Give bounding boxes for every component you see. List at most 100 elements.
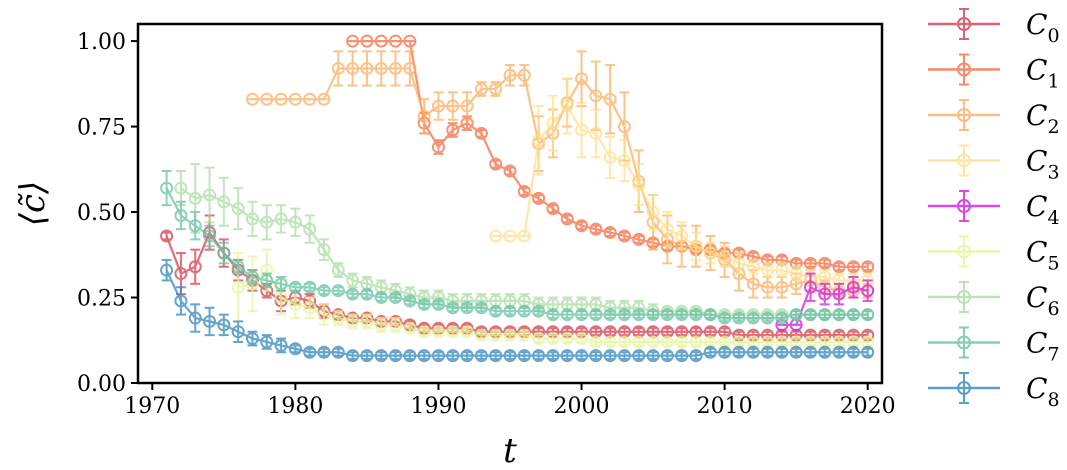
data-point [632, 349, 646, 363]
data-point [632, 335, 646, 349]
data-point [846, 308, 860, 322]
data-point [861, 308, 875, 322]
data-point [389, 61, 403, 75]
data-point [160, 263, 174, 277]
data-point [460, 349, 474, 363]
data-point [346, 287, 360, 301]
data-point [560, 212, 574, 226]
data-point [474, 328, 488, 342]
data-point [288, 92, 302, 106]
data-point [746, 260, 760, 274]
data-point [474, 349, 488, 363]
data-point [575, 308, 589, 322]
data-point [489, 157, 503, 171]
data-point [861, 345, 875, 359]
data-point [360, 34, 374, 48]
data-point [818, 270, 832, 284]
data-point [460, 325, 474, 339]
data-point [589, 349, 603, 363]
legend-item-C8 [928, 372, 1000, 404]
data-point [546, 349, 560, 363]
data-point [317, 284, 331, 298]
data-point [803, 345, 817, 359]
legend-label: C7 [1026, 327, 1060, 366]
data-point [675, 335, 689, 349]
data-point [160, 181, 174, 195]
data-point [703, 345, 717, 359]
x-tick-label: 1990 [410, 394, 466, 419]
data-point [761, 280, 775, 294]
data-point [675, 308, 689, 322]
data-point [546, 116, 560, 130]
data-point [818, 308, 832, 322]
data-point [761, 263, 775, 277]
legend-item-C7 [928, 326, 1000, 359]
data-point [789, 308, 803, 322]
data-point [789, 345, 803, 359]
data-point [589, 222, 603, 236]
data-point [775, 263, 789, 277]
data-point [660, 308, 674, 322]
data-point [331, 263, 345, 277]
data-point [832, 260, 846, 274]
data-point [818, 256, 832, 270]
data-point [174, 181, 188, 195]
legend-marker [957, 62, 971, 77]
x-tick-label: 1970 [124, 394, 180, 419]
data-point [346, 273, 360, 287]
data-point [560, 349, 574, 363]
series-line [165, 187, 868, 320]
x-tick-label: 2000 [554, 394, 610, 419]
data-point [174, 208, 188, 222]
y-tick-label: 0.50 [77, 201, 126, 226]
legend-marker [957, 381, 971, 395]
data-point [317, 345, 331, 359]
data-point [489, 328, 503, 342]
data-point [589, 308, 603, 322]
series-C4 [775, 272, 875, 332]
data-point [446, 99, 460, 113]
data-point [503, 68, 517, 82]
data-point [575, 332, 589, 346]
data-point [746, 345, 760, 359]
data-point [718, 345, 732, 359]
data-point [617, 349, 631, 363]
data-point [603, 150, 617, 164]
data-point [303, 301, 317, 315]
data-point [489, 229, 503, 243]
data-point [374, 291, 388, 305]
plot-area [160, 34, 875, 363]
data-point [274, 338, 288, 352]
data-point [274, 212, 288, 226]
legend-label: C4 [1026, 190, 1060, 229]
data-point [231, 202, 245, 216]
y-axis: 0.00 0.25 0.50 0.75 1.00 [77, 30, 138, 397]
data-point [660, 349, 674, 363]
legend-label: C5 [1026, 236, 1060, 275]
data-point [861, 260, 875, 274]
data-point [489, 349, 503, 363]
data-point [203, 229, 217, 243]
data-point [718, 249, 732, 263]
data-point [532, 191, 546, 205]
data-point [331, 61, 345, 75]
data-point [689, 308, 703, 322]
data-point [231, 280, 245, 294]
data-point [761, 311, 775, 325]
data-point [288, 280, 302, 294]
data-point [274, 92, 288, 106]
data-point [532, 304, 546, 318]
data-point [431, 140, 445, 154]
data-point [489, 304, 503, 318]
data-point [603, 226, 617, 240]
y-tick-label: 0.25 [77, 287, 126, 312]
data-point [589, 126, 603, 140]
data-point [217, 195, 231, 209]
data-point [660, 335, 674, 349]
data-point [217, 246, 231, 260]
data-point [403, 61, 417, 75]
data-point [360, 349, 374, 363]
data-point [346, 349, 360, 363]
x-tick-label: 2020 [840, 394, 896, 419]
data-point [474, 126, 488, 140]
